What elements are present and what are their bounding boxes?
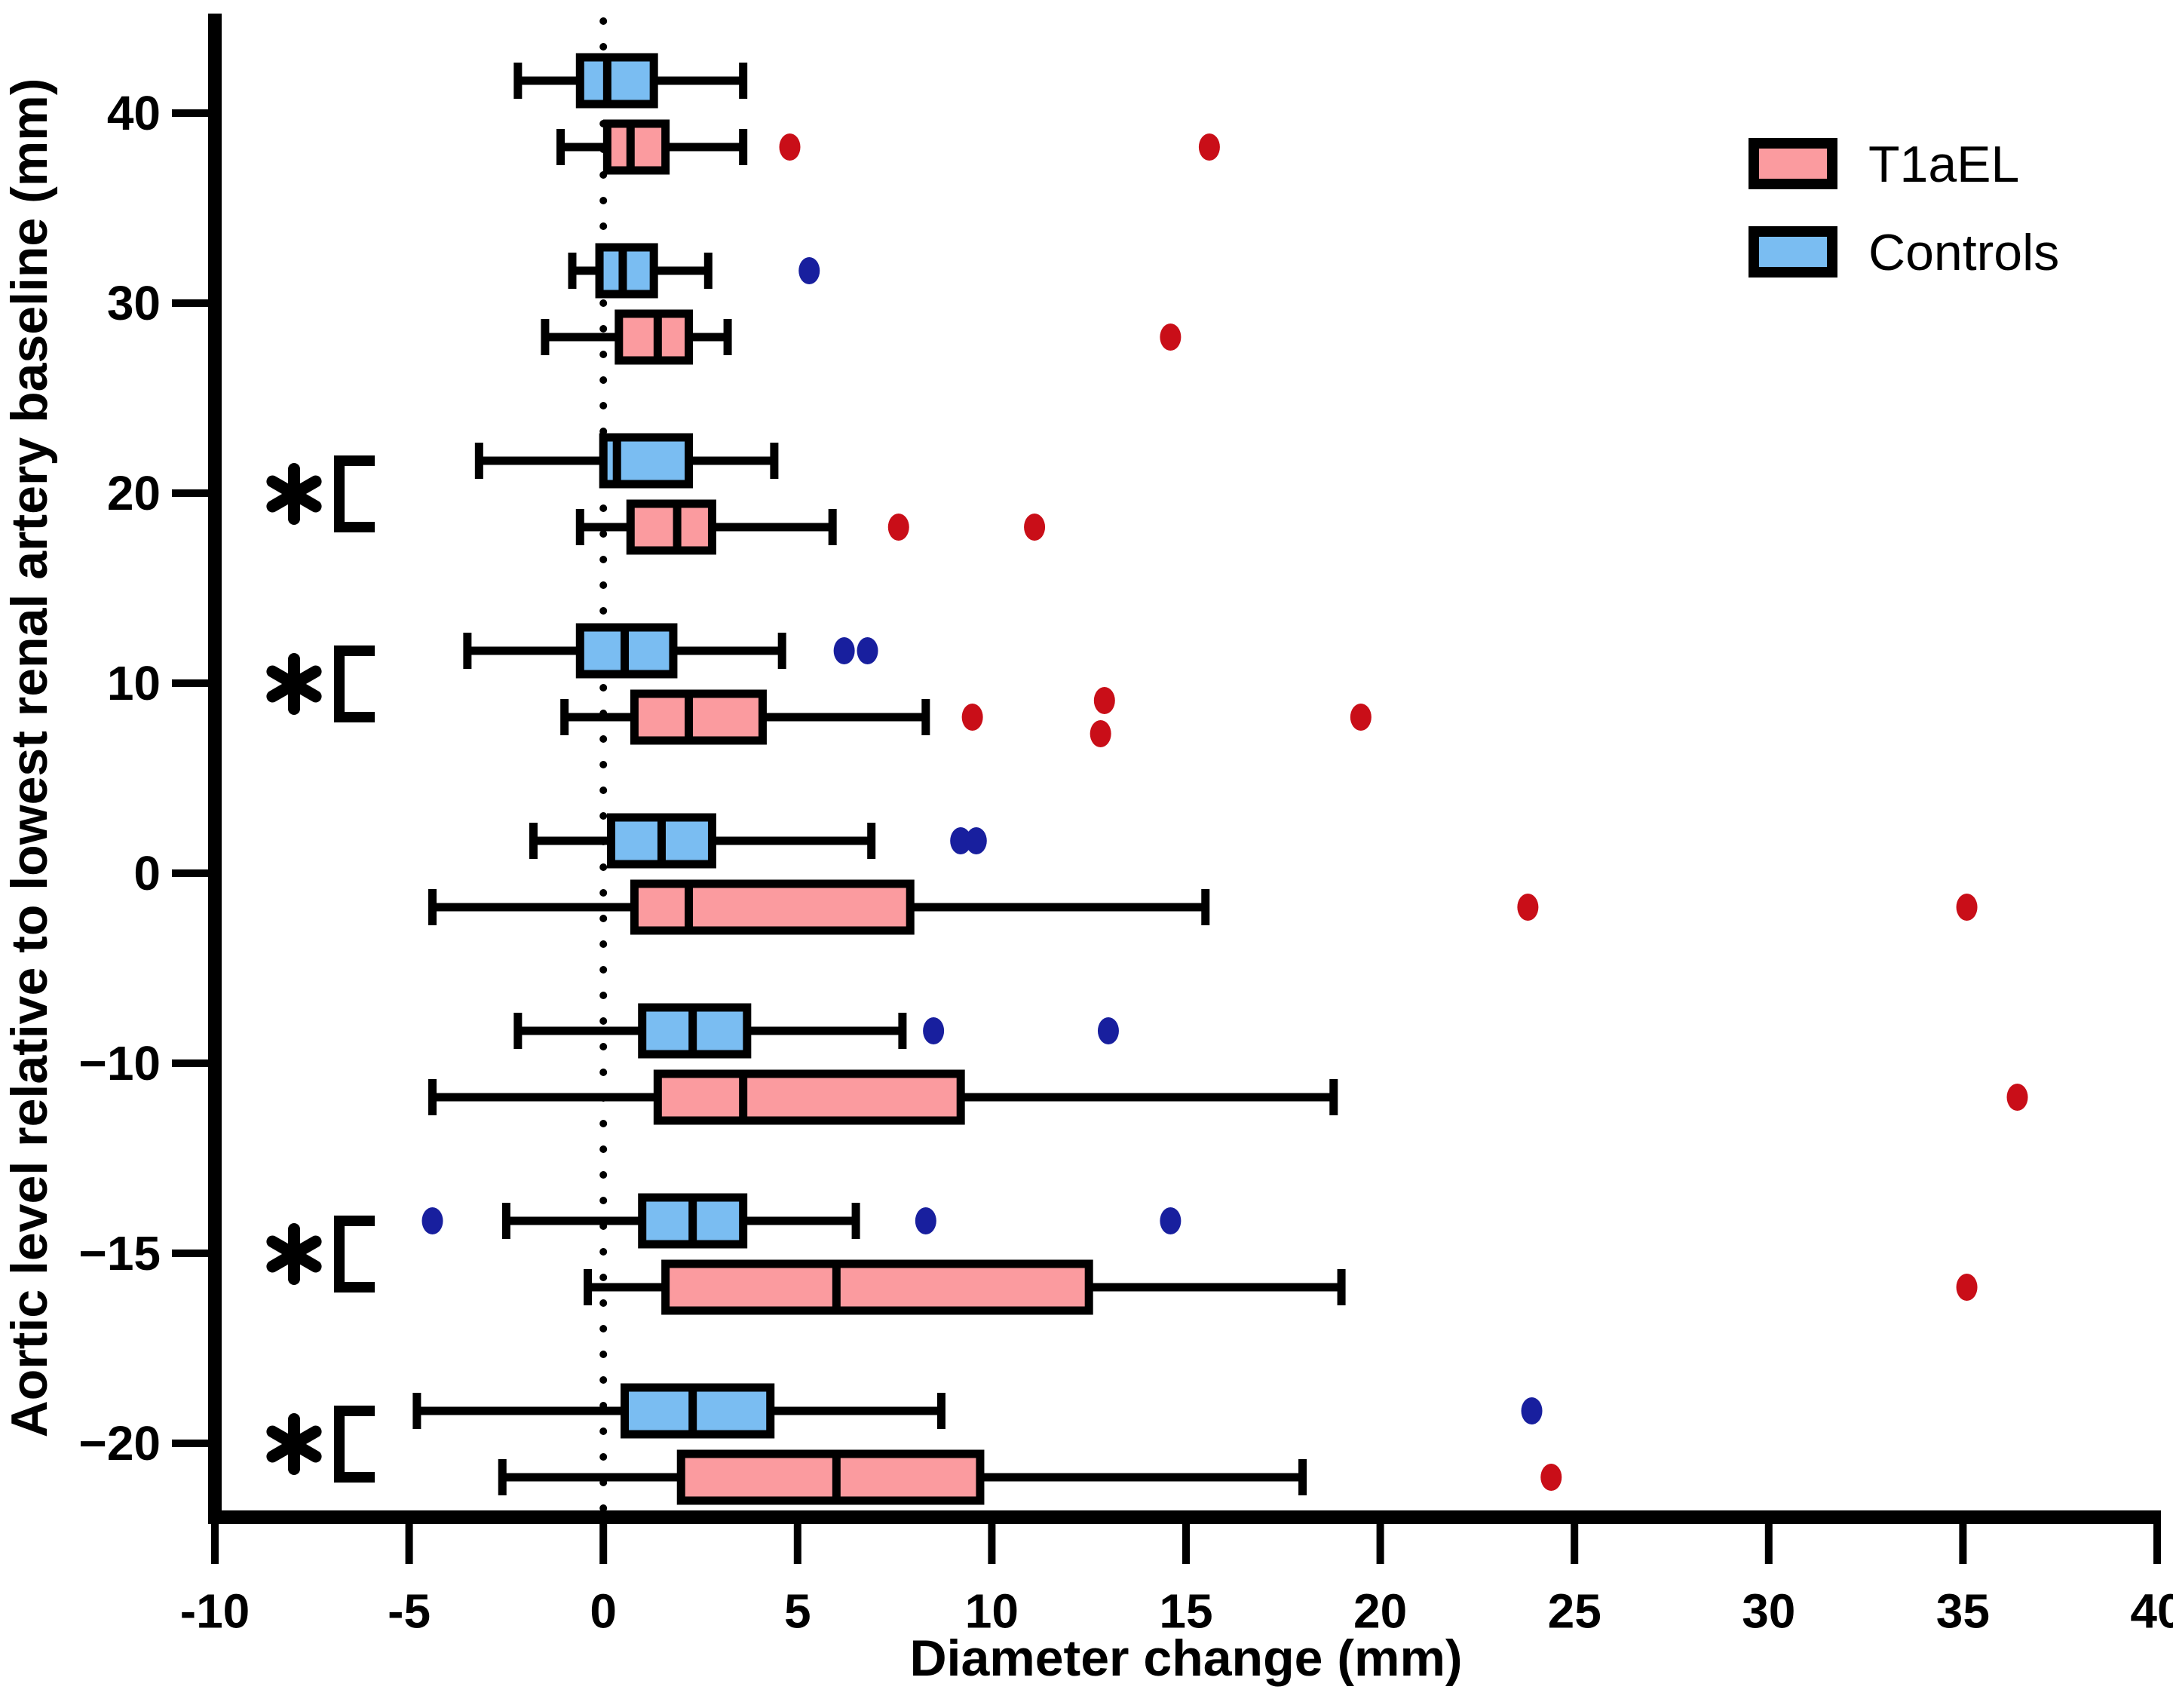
asterisk-icon	[266, 1425, 322, 1463]
legend-item-controls: Controls	[1749, 224, 2059, 281]
legend-label-controls: Controls	[1868, 224, 2059, 281]
significance-level-20	[266, 455, 375, 532]
iqr-box	[599, 433, 694, 489]
y-tick-label: 30	[107, 276, 161, 330]
outlier-dot	[779, 133, 801, 161]
outlier-dot	[887, 514, 909, 541]
box-controls-level-−10	[513, 1003, 1119, 1059]
iqr-box	[626, 499, 716, 555]
iqr-box	[575, 53, 658, 109]
outlier-dot	[1540, 1464, 1562, 1491]
y-axis-title: Aortic level relative to lowest renal ar…	[1, 78, 58, 1438]
box-t1ael-level-40	[556, 119, 1220, 175]
outlier-dot	[950, 827, 972, 854]
outlier-dot	[2006, 1084, 2028, 1111]
y-tick-label: 0	[133, 846, 161, 900]
outlier-dot	[1956, 894, 1978, 921]
box-t1ael-level-−20	[498, 1449, 1562, 1505]
y-tick-label: 40	[107, 86, 161, 140]
box-controls-level-10	[463, 623, 878, 679]
x-tick-label: 20	[1353, 1584, 1407, 1638]
legend: T1aEL Controls	[1749, 136, 2059, 281]
outlier-dot	[1160, 324, 1182, 351]
box-t1ael-level-20	[575, 499, 1046, 555]
box-t1ael-level-10	[560, 687, 1372, 747]
box-t1ael-level-0	[428, 879, 1978, 935]
outlier-dot	[1521, 1397, 1543, 1424]
iqr-box	[621, 1383, 775, 1439]
iqr-box	[661, 1259, 1093, 1315]
box-controls-level-−20	[412, 1383, 1543, 1439]
x-tick-label: -10	[180, 1584, 250, 1638]
outlier-dot	[961, 704, 983, 731]
outlier-dot	[1024, 514, 1046, 541]
y-tick-label: −15	[78, 1226, 161, 1280]
iqr-box	[676, 1449, 985, 1505]
iqr-box	[653, 1069, 965, 1125]
box-t1ael-level-30	[541, 309, 1182, 365]
outlier-dot	[1517, 894, 1539, 921]
x-tick-label: 40	[2130, 1584, 2173, 1638]
y-tick-label: 20	[107, 466, 161, 520]
box-controls-level-−15	[421, 1193, 1182, 1249]
x-tick-label: 30	[1742, 1584, 1795, 1638]
legend-swatch-controls	[1749, 226, 1837, 278]
outlier-dot	[1956, 1274, 1978, 1301]
asterisk-icon	[266, 1235, 322, 1273]
plot-area: 40 30 20 10 0 −10 −15 −20 -10 -5 0 5 10 15 20 25 30 35 40	[78, 14, 2173, 1638]
outlier-dot	[1350, 704, 1372, 731]
outlier-dot	[1090, 720, 1111, 747]
x-tick-label: 25	[1548, 1584, 1601, 1638]
box-controls-level-30	[568, 243, 820, 299]
x-axis-title: Diameter change (mm)	[909, 1630, 1462, 1687]
x-tick-label: 15	[1159, 1584, 1212, 1638]
outlier-dot	[421, 1207, 443, 1234]
significance-level-−20	[266, 1406, 375, 1483]
box-controls-level-40	[513, 53, 748, 109]
outlier-dot	[1160, 1207, 1182, 1234]
outlier-dot	[923, 1017, 945, 1044]
legend-item-t1ael: T1aEL	[1749, 136, 2019, 193]
outlier-dot	[1093, 687, 1115, 714]
iqr-box	[630, 689, 767, 745]
box-t1ael-level-−15	[584, 1259, 1978, 1315]
x-tick-label: 0	[590, 1584, 617, 1638]
x-tick-label: 35	[1936, 1584, 1990, 1638]
asterisk-icon	[266, 665, 322, 703]
outlier-dot	[1198, 133, 1220, 161]
legend-label-t1ael: T1aEL	[1868, 136, 2019, 193]
box-controls-level-0	[529, 813, 987, 869]
x-tick-label: -5	[388, 1584, 431, 1638]
iqr-box	[630, 879, 915, 935]
box-controls-level-20	[474, 433, 779, 489]
iqr-box	[602, 119, 670, 175]
legend-swatch-t1ael	[1749, 138, 1837, 189]
y-tick-label: −10	[78, 1036, 161, 1090]
outlier-dot	[798, 257, 820, 284]
outlier-dot	[857, 637, 878, 664]
outlier-dot	[965, 827, 987, 854]
box-t1ael-level-−10	[428, 1069, 2028, 1125]
outlier-dot	[833, 637, 855, 664]
x-tick-label: 5	[784, 1584, 811, 1638]
significance-level-10	[266, 645, 375, 722]
outlier-dot	[1097, 1017, 1119, 1044]
x-tick-label: 10	[965, 1584, 1019, 1638]
y-tick-label: 10	[107, 656, 161, 710]
outlier-dot	[915, 1207, 936, 1234]
asterisk-icon	[266, 475, 322, 513]
significance-level-−15	[266, 1216, 375, 1292]
y-tick-label: −20	[78, 1416, 161, 1470]
